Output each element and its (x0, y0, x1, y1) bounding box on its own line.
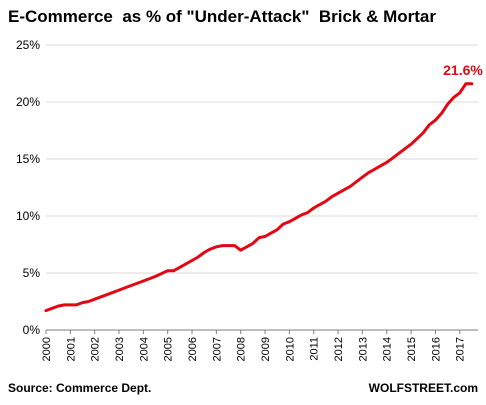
y-tick-label: 25% (16, 38, 40, 52)
chart-title: E-Commerce as % of "Under-Attack" Brick … (8, 7, 436, 26)
x-tick-label: 2014 (382, 337, 394, 361)
y-tick-label: 15% (16, 152, 40, 166)
x-tick-label: 2010 (284, 337, 296, 361)
y-tick-label: 0% (23, 323, 41, 337)
x-tick-label: 2007 (211, 337, 223, 361)
y-tick-label: 20% (16, 95, 40, 109)
x-tick-label: 2005 (163, 337, 175, 361)
x-tick-label: 2004 (138, 337, 150, 361)
source-note: Source: Commerce Dept. (8, 381, 151, 395)
gridlines (46, 44, 478, 274)
y-tick-label: 5% (23, 266, 41, 280)
x-tick-label: 2008 (236, 337, 248, 361)
ecommerce-share-line (44, 82, 474, 313)
x-tick-label: 2012 (333, 337, 345, 361)
x-axis-tick-labels: 2000 2001 2002 2003 2004 2005 2006 2007 2008 2009… (41, 337, 467, 361)
x-tick-label: 2002 (90, 337, 102, 361)
x-tick-label: 2013 (357, 337, 369, 361)
end-value-label: 21.6% (443, 62, 483, 78)
x-tick-label: 2011 (309, 337, 321, 361)
x-tick-label: 2015 (406, 337, 418, 361)
x-tick-label: 2016 (430, 337, 442, 361)
series-lines (44, 82, 474, 313)
x-tick-label: 2001 (65, 337, 77, 361)
axes (45, 329, 478, 334)
x-tick-label: 2000 (41, 337, 53, 361)
y-tick-label: 10% (16, 209, 40, 223)
watermark: WOLFSTREET.com (369, 381, 478, 395)
x-tick-label: 2003 (114, 337, 126, 361)
x-tick-label: 2017 (455, 337, 467, 361)
x-tick-label: 2009 (260, 337, 272, 361)
y-axis-tick-labels: 0% 5% 10% 15% 20% 25% (16, 38, 40, 337)
x-tick-label: 2006 (187, 337, 199, 361)
